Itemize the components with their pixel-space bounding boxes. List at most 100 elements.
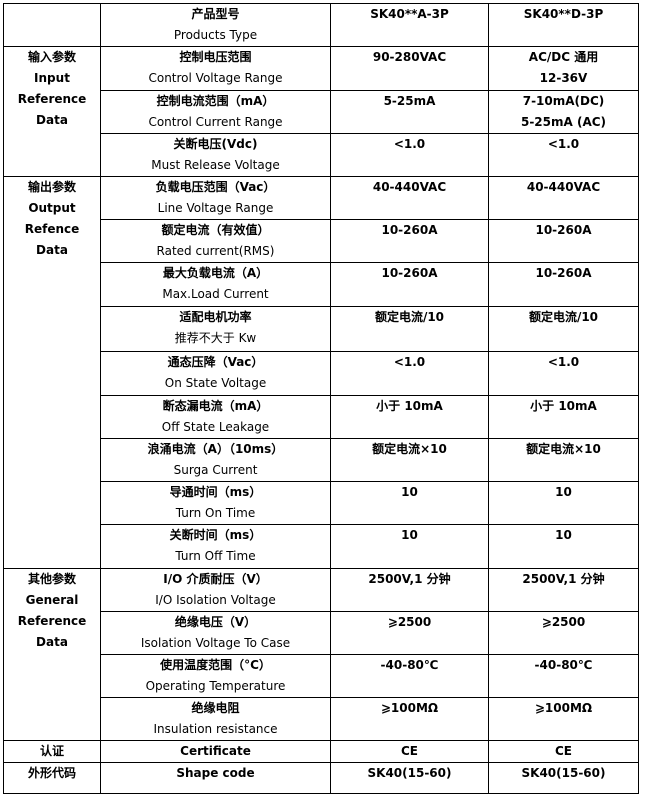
- param-value: 40-440VAC: [488, 176, 639, 220]
- cell-line: Input: [34, 71, 70, 85]
- cell-line: 外形代码: [27, 766, 76, 780]
- param-value: 额定电流/10: [330, 306, 489, 352]
- cell-line: <1.0: [547, 355, 580, 369]
- param-name: 适配电机功率 推荐不大于 Kw: [100, 306, 331, 352]
- header-row: 产品型号 Products Type SK40**A-3P SK40**D-3P: [3, 3, 639, 47]
- cell-line: CE: [400, 744, 418, 758]
- cell-line: <1.0: [393, 355, 426, 369]
- cell-line: 控制电流范围（mA）: [156, 94, 275, 108]
- cell-line: 绝缘电阻: [191, 701, 240, 715]
- param-name: 浪涌电流（A）（10ms） Surga Current: [100, 438, 331, 482]
- cell-line: Surga Current: [173, 463, 258, 477]
- cell-line: 最大负载电流（A）: [162, 266, 269, 280]
- cell-line: Data: [36, 635, 68, 649]
- spec-row: 额定电流（有效值） Rated current(RMS) 10-260A 10-260…: [4, 219, 639, 263]
- param-name: 绝缘电阻 Insulation resistance: [100, 697, 331, 741]
- param-value: -40-80℃: [488, 654, 639, 698]
- cell-line: ⩾2500: [541, 615, 586, 629]
- param-name: Shape code: [100, 762, 331, 794]
- model-header: SK40**A-3P: [330, 3, 489, 47]
- param-value: 10: [330, 524, 489, 569]
- param-name: 额定电流（有效值） Rated current(RMS): [100, 219, 331, 263]
- cell-line: 10: [401, 528, 418, 542]
- cell-line: 10-260A: [381, 266, 438, 280]
- param-value: <1.0: [330, 351, 489, 396]
- cell-line: 10-260A: [535, 223, 592, 237]
- cell-line: 5-25mA: [383, 94, 436, 108]
- param-value: 7-10mA(DC) 5-25mA (AC): [488, 90, 639, 134]
- cell-line: 10: [555, 485, 572, 499]
- spec-row: 其他参数 General Reference Data I/O 介质耐压（V） I/O I…: [3, 568, 639, 741]
- cell-line: 产品型号: [191, 7, 240, 21]
- param-value: -40-80℃: [330, 654, 489, 698]
- cell-line: 额定电流×10: [526, 442, 601, 456]
- cell-line: Isolation Voltage To Case: [140, 636, 291, 650]
- param-name: 控制电流范围（mA） Control Current Range: [100, 90, 331, 134]
- cell-line: -40-80℃: [380, 658, 439, 672]
- cell-line: ⩾100MΩ: [534, 701, 593, 715]
- param-value: 2500V,1 分钟: [488, 568, 639, 612]
- cell-line: I/O Isolation Voltage: [155, 593, 276, 607]
- spec-row: 导通时间（ms） Turn On Time 10 10: [4, 481, 639, 525]
- param-value: AC/DC 通用 12-36V: [488, 46, 639, 91]
- cell-line: 12-36V: [539, 71, 588, 85]
- param-value: 10: [488, 481, 639, 525]
- cell-line: Data: [36, 113, 68, 127]
- group-label: 其他参数 General Reference Data: [3, 568, 101, 741]
- param-value: ⩾100MΩ: [488, 697, 639, 741]
- cell-line: 小于 10mA: [376, 399, 443, 413]
- cell-line: 额定电流/10: [374, 310, 445, 324]
- cell-line: Products Type: [173, 28, 258, 42]
- group-label: 输入参数 Input Reference Data: [3, 46, 101, 177]
- cell-line: ⩾2500: [387, 615, 432, 629]
- cell-line: Must Release Voltage: [151, 158, 280, 172]
- param-name: 断态漏电流（mA） Off State Leakage: [100, 395, 331, 439]
- cell-line: 控制电压范围: [179, 50, 252, 64]
- group-label: 外形代码: [3, 762, 101, 794]
- param-value: 10: [488, 524, 639, 569]
- param-value: 10-260A: [330, 219, 489, 263]
- cell-line: 其他参数: [27, 572, 76, 586]
- cell-line: 适配电机功率: [179, 310, 252, 324]
- cell-line: 10-260A: [381, 223, 438, 237]
- spec-table: 产品型号 Products Type SK40**A-3P SK40**D-3P 输入参…: [3, 3, 639, 794]
- param-name: 使用温度范围（°C） Operating Temperature: [100, 654, 331, 698]
- cell-line: On State Voltage: [164, 376, 267, 390]
- cell-line: SK40(15-60): [521, 766, 606, 780]
- cell-line: 输出参数: [27, 180, 76, 194]
- empty-cell: [3, 3, 101, 47]
- cell-line: 导通时间（ms）: [169, 485, 262, 499]
- cell-line: 额定电流（有效值）: [161, 223, 270, 237]
- spec-row: 关断时间（ms） Turn Off Time 10 10: [4, 524, 639, 569]
- header-param: 产品型号 Products Type: [100, 3, 331, 47]
- param-value: 10-260A: [330, 262, 489, 307]
- spec-row: 关断电压(Vdc) Must Release Voltage <1.0 <1.0: [4, 133, 639, 177]
- param-value: 小于 10mA: [330, 395, 489, 439]
- cell-line: 额定电流/10: [528, 310, 599, 324]
- param-value: 90-280VAC: [330, 46, 489, 91]
- param-name: 通态压降（Vac） On State Voltage: [100, 351, 331, 396]
- cell-line: 负载电压范围（Vac）: [155, 180, 276, 194]
- cell-line: 40-440VAC: [372, 180, 447, 194]
- cell-line: Rated current(RMS): [156, 244, 275, 258]
- cell-line: 7-10mA(DC): [522, 94, 605, 108]
- param-name: 最大负载电流（A） Max.Load Current: [100, 262, 331, 307]
- cell-line: Operating Temperature: [145, 679, 286, 693]
- cell-line: 10: [401, 485, 418, 499]
- param-value: 额定电流/10: [488, 306, 639, 352]
- cell-line: Line Voltage Range: [157, 201, 274, 215]
- param-value: 40-440VAC: [330, 176, 489, 220]
- cell-line: Control Voltage Range: [148, 71, 283, 85]
- cell-line: -40-80℃: [534, 658, 593, 672]
- param-name: 控制电压范围 Control Voltage Range: [100, 46, 331, 91]
- param-name: Certificate: [100, 740, 331, 763]
- cell-line: AC/DC 通用: [528, 50, 599, 64]
- spec-row: 控制电流范围（mA） Control Current Range 5-25mA 7-1…: [4, 90, 639, 134]
- param-value: 2500V,1 分钟: [330, 568, 489, 612]
- cell-line: 输入参数: [27, 50, 76, 64]
- param-name: 导通时间（ms） Turn On Time: [100, 481, 331, 525]
- cell-line: 绝缘电压（V）: [174, 615, 257, 629]
- param-value: 5-25mA: [330, 90, 489, 134]
- param-name: 绝缘电压（V） Isolation Voltage To Case: [100, 611, 331, 655]
